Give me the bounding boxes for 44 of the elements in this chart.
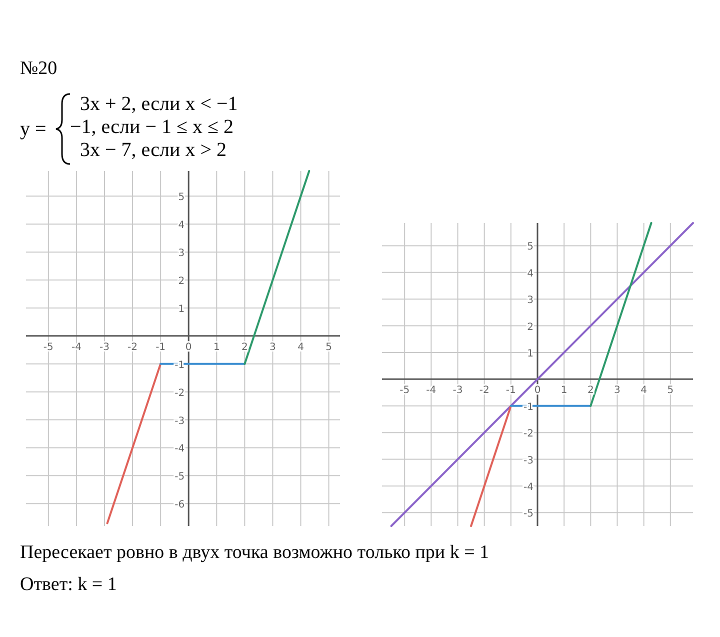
y-tick-label: 1 bbox=[178, 304, 185, 315]
y-tick-label: 3 bbox=[178, 248, 185, 260]
y-tick-label: 5 bbox=[178, 192, 185, 204]
x-tick-label: 2 bbox=[241, 342, 248, 353]
x-tick-label: 5 bbox=[326, 342, 332, 353]
x-tick-label: 3 bbox=[270, 342, 276, 353]
x-tick-label: -2 bbox=[479, 385, 490, 396]
text: Пересекает ровно в двух точка возможно только при k = 1 bbox=[20, 542, 490, 563]
x-tick-label: -5 bbox=[43, 342, 54, 353]
x-tick-label: 1 bbox=[213, 342, 220, 353]
y-tick-label: -6 bbox=[174, 500, 185, 511]
y-tick-label: -2 bbox=[524, 428, 534, 440]
y-tick-label: 4 bbox=[527, 268, 534, 280]
text: −1, если − 1 ≤ x ≤ 2 bbox=[70, 116, 234, 138]
y-tick-label: -5 bbox=[524, 508, 534, 520]
y-tick-label: -5 bbox=[174, 472, 185, 483]
x-tick-label: 2 bbox=[587, 385, 594, 396]
x-tick-label: 5 bbox=[667, 385, 674, 396]
chart-title: №20 bbox=[20, 58, 58, 79]
y-tick-label: -4 bbox=[524, 482, 534, 493]
x-tick-label: 1 bbox=[560, 385, 568, 396]
x-tick-label: -4 bbox=[71, 342, 82, 353]
x-tick-label: -3 bbox=[100, 342, 110, 353]
y-tick-label: 2 bbox=[527, 322, 534, 333]
text: y = bbox=[20, 118, 46, 140]
x-tick-label: 3 bbox=[614, 385, 620, 396]
x-tick-label: -5 bbox=[400, 385, 410, 396]
y-tick-label: -3 bbox=[524, 455, 534, 466]
x-tick-label: -1 bbox=[506, 385, 516, 396]
y-tick-label: 4 bbox=[178, 220, 185, 232]
y-tick-label: 5 bbox=[527, 242, 534, 253]
text: Ответ: k = 1 bbox=[20, 574, 117, 595]
x-tick-label: 4 bbox=[298, 342, 304, 353]
x-tick-label: -2 bbox=[128, 342, 138, 353]
x-tick-label: -3 bbox=[452, 385, 463, 396]
text: 3x − 7, если x > 2 bbox=[80, 139, 226, 161]
x-tick-label: -1 bbox=[156, 342, 166, 353]
y-tick-label: -4 bbox=[174, 444, 185, 455]
x-tick-label: 4 bbox=[640, 385, 648, 396]
y-tick-label: 3 bbox=[527, 295, 534, 306]
y-tick-label: -3 bbox=[174, 416, 185, 427]
text: 3x + 2, если x < −1 bbox=[80, 93, 238, 115]
x-tick-label: -4 bbox=[426, 385, 436, 396]
y-tick-label: 2 bbox=[178, 276, 185, 288]
